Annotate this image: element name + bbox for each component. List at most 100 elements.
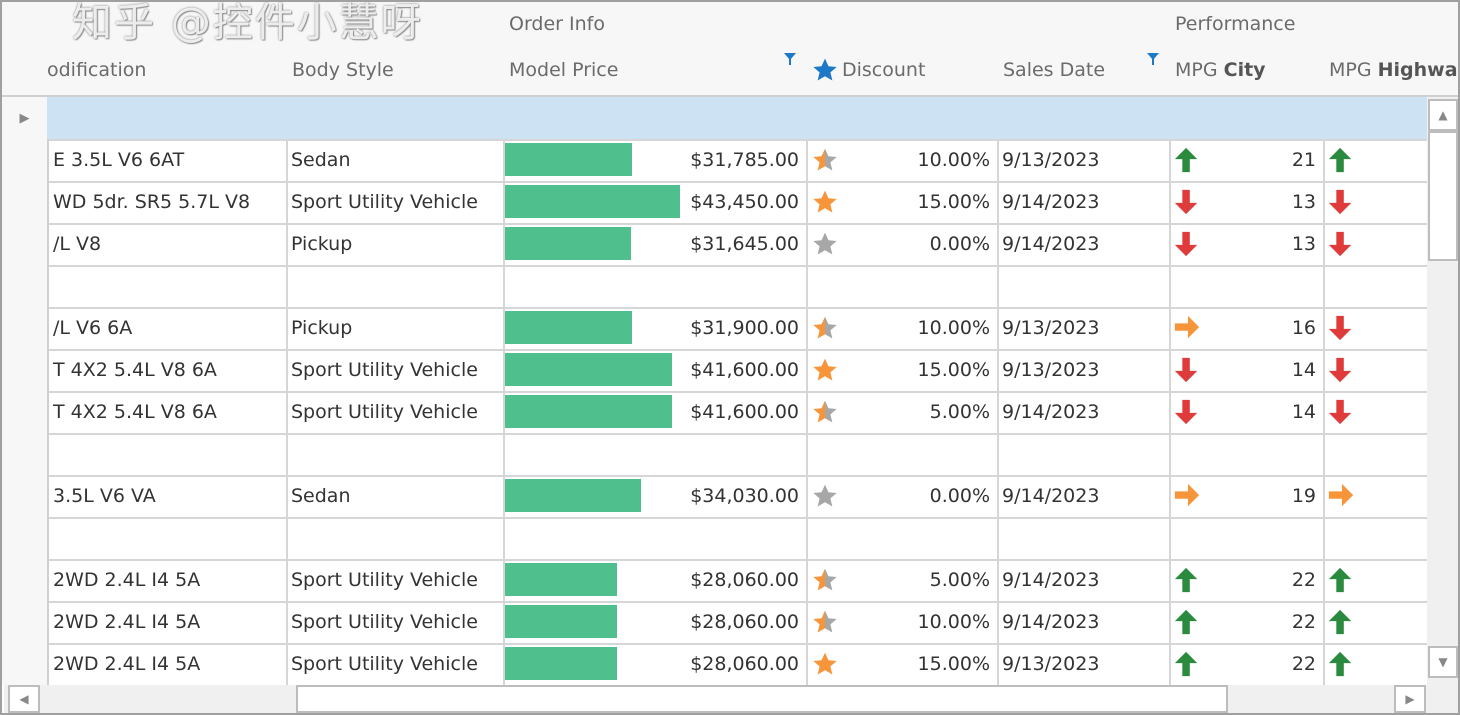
cell-body-style[interactable]: Sport Utility Vehicle [284,349,505,393]
column-header-discount[interactable]: Discount [804,45,997,97]
cell-mpg-city[interactable] [1167,97,1325,141]
cell-body-style[interactable]: Sport Utility Vehicle [284,181,505,225]
cell-discount[interactable]: 10.00% [804,307,999,351]
cell-model-price[interactable] [501,265,808,309]
cell-sales-date[interactable]: 9/13/2023 [995,643,1171,687]
cell-sales-date[interactable]: 9/13/2023 [995,307,1171,351]
cell-model-price[interactable]: $41,600.00 [501,391,808,435]
cell-modification[interactable]: 2WD 2.4L I4 5A [47,643,288,687]
cell-model-price[interactable]: $31,785.00 [501,139,808,183]
row-indicator[interactable] [2,223,49,265]
cell-mpg-highway[interactable] [1321,181,1429,225]
band-order-info[interactable]: Order Info [501,2,1169,47]
cell-mpg-city[interactable]: 14 [1167,349,1325,393]
row-indicator[interactable] [2,475,49,517]
cell-modification[interactable]: 3.5L V6 VA [47,475,288,519]
row-indicator[interactable] [2,181,49,223]
cell-mpg-city[interactable]: 13 [1167,223,1325,267]
column-header-modification[interactable]: odification [47,45,286,97]
cell-body-style[interactable] [284,517,505,561]
cell-discount[interactable]: 0.00% [804,475,999,519]
cell-discount[interactable] [804,517,999,561]
cell-mpg-city[interactable]: 22 [1167,643,1325,687]
cell-sales-date[interactable]: 9/14/2023 [995,559,1171,603]
cell-modification[interactable]: /L V6 6A [47,307,288,351]
cell-mpg-highway[interactable] [1321,307,1429,351]
cell-model-price[interactable] [501,517,808,561]
cell-mpg-city[interactable]: 22 [1167,601,1325,645]
cell-mpg-city[interactable]: 13 [1167,181,1325,225]
cell-mpg-highway[interactable] [1321,559,1429,603]
cell-model-price[interactable]: $41,600.00 [501,349,808,393]
cell-mpg-highway[interactable] [1321,97,1429,141]
scroll-right-button[interactable]: ▶ [1394,685,1426,713]
cell-mpg-city[interactable] [1167,433,1325,477]
row-indicator[interactable]: ▶ [2,97,49,139]
cell-mpg-highway[interactable] [1321,475,1429,519]
cell-discount[interactable]: 5.00% [804,391,999,435]
vertical-scrollbar[interactable]: ▲ ▼ [1427,97,1458,685]
cell-model-price[interactable] [501,97,808,141]
cell-discount[interactable] [804,265,999,309]
cell-discount[interactable]: 15.00% [804,349,999,393]
cell-body-style[interactable]: Sport Utility Vehicle [284,559,505,603]
row-indicator[interactable] [2,517,49,559]
filter-icon[interactable] [1147,53,1159,65]
cell-modification[interactable]: /L V8 [47,223,288,267]
cell-model-price[interactable]: $28,060.00 [501,601,808,645]
cell-sales-date[interactable]: 9/13/2023 [995,349,1171,393]
cell-model-price[interactable]: $28,060.00 [501,643,808,687]
row-indicator[interactable] [2,139,49,181]
cell-sales-date[interactable]: 9/13/2023 [995,139,1171,183]
cell-model-price[interactable]: $31,900.00 [501,307,808,351]
cell-discount[interactable] [804,433,999,477]
row-indicator[interactable] [2,433,49,475]
cell-discount[interactable]: 5.00% [804,559,999,603]
scroll-up-button[interactable]: ▲ [1428,99,1458,131]
cell-mpg-highway[interactable] [1321,223,1429,267]
cell-sales-date[interactable] [995,265,1171,309]
cell-mpg-city[interactable]: 19 [1167,475,1325,519]
cell-mpg-city[interactable]: 22 [1167,559,1325,603]
cell-body-style[interactable]: Sedan [284,139,505,183]
cell-body-style[interactable]: Sedan [284,475,505,519]
cell-modification[interactable] [47,97,288,141]
column-header-mpg-city[interactable]: MPG City [1167,45,1323,97]
cell-discount[interactable] [804,97,999,141]
cell-modification[interactable]: 2WD 2.4L I4 5A [47,559,288,603]
horizontal-scroll-thumb[interactable] [296,685,1228,713]
cell-body-style[interactable] [284,97,505,141]
row-indicator[interactable] [2,643,49,685]
cell-modification[interactable] [47,517,288,561]
cell-sales-date[interactable]: 9/14/2023 [995,181,1171,225]
cell-modification[interactable] [47,433,288,477]
cell-model-price[interactable]: $43,450.00 [501,181,808,225]
cell-body-style[interactable]: Sport Utility Vehicle [284,643,505,687]
scroll-down-button[interactable]: ▼ [1428,646,1458,678]
cell-mpg-city[interactable]: 21 [1167,139,1325,183]
cell-body-style[interactable]: Sport Utility Vehicle [284,601,505,645]
cell-model-price[interactable]: $28,060.00 [501,559,808,603]
row-indicator[interactable] [2,307,49,349]
cell-model-price[interactable]: $31,645.00 [501,223,808,267]
cell-sales-date[interactable]: 9/14/2023 [995,475,1171,519]
cell-body-style[interactable]: Pickup [284,223,505,267]
horizontal-scrollbar[interactable]: ◀ ▶ [4,685,1458,713]
cell-mpg-highway[interactable] [1321,265,1429,309]
cell-modification[interactable]: 2WD 2.4L I4 5A [47,601,288,645]
cell-modification[interactable]: E 3.5L V6 6AT [47,139,288,183]
cell-body-style[interactable]: Pickup [284,307,505,351]
cell-discount[interactable]: 10.00% [804,139,999,183]
cell-discount[interactable]: 10.00% [804,601,999,645]
vertical-scroll-thumb[interactable] [1428,131,1458,261]
row-indicator[interactable] [2,349,49,391]
cell-mpg-highway[interactable] [1321,601,1429,645]
band-performance[interactable]: Performance [1167,2,1458,47]
row-indicator[interactable] [2,265,49,307]
cell-model-price[interactable]: $34,030.00 [501,475,808,519]
row-indicator[interactable] [2,559,49,601]
cell-mpg-highway[interactable] [1321,517,1429,561]
cell-sales-date[interactable] [995,97,1171,141]
cell-sales-date[interactable] [995,433,1171,477]
cell-mpg-highway[interactable] [1321,349,1429,393]
